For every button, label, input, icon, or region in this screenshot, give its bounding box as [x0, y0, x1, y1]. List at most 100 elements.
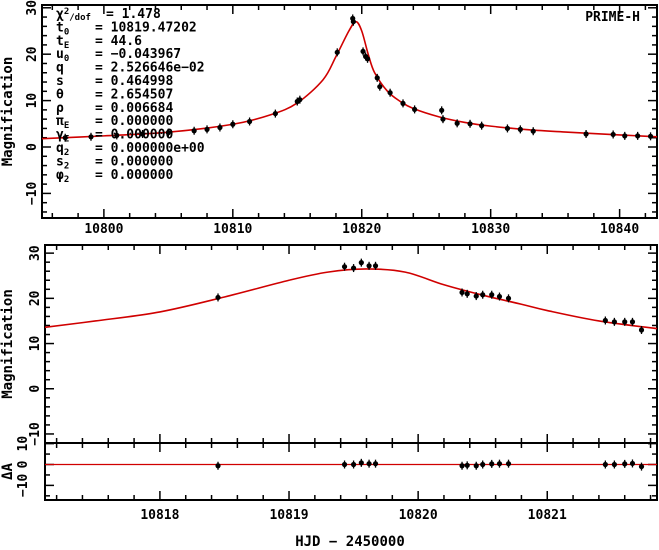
- data-point: [610, 131, 616, 138]
- data-point: [647, 133, 654, 139]
- plot-frame: [44, 244, 658, 444]
- data-point: [297, 97, 303, 103]
- parameter-symbol: q: [56, 61, 64, 76]
- data-point: [358, 260, 364, 266]
- data-point: [272, 110, 278, 117]
- parameter-subscript: 0: [64, 54, 69, 64]
- data-point: [350, 265, 357, 271]
- parameter-subscript: 2: [64, 161, 69, 171]
- y-tick-label: 30: [25, 0, 40, 16]
- y-tick-label: 20: [25, 46, 40, 62]
- x-tick-label: 10819: [269, 508, 308, 523]
- y-tick-label: 10: [28, 336, 43, 352]
- x-tick-label: 10821: [528, 508, 567, 523]
- data-point: [412, 106, 418, 113]
- data-point: [464, 462, 470, 468]
- data-point: [377, 84, 383, 90]
- x-axis-label: HJD − 2450000: [295, 534, 405, 550]
- data-point: [366, 263, 372, 269]
- parameter-value: = 2.526646e−02: [95, 61, 205, 76]
- data-point: [629, 319, 636, 325]
- data-point: [372, 461, 379, 467]
- data-point: [459, 463, 465, 469]
- data-point: [496, 461, 503, 467]
- data-point: [467, 121, 473, 127]
- data-point: [454, 120, 460, 126]
- data-point: [372, 263, 379, 269]
- plot-area: [45, 258, 657, 334]
- data-point: [496, 293, 503, 300]
- parameter-value: = −0.043967: [95, 47, 181, 62]
- data-point: [611, 461, 617, 468]
- model-curve: [42, 20, 657, 140]
- data-point: [191, 128, 197, 134]
- data-point: [139, 131, 146, 137]
- parameter-value: = 1.478: [106, 7, 161, 22]
- parameter-value: = 0.000000: [95, 114, 173, 129]
- data-point: [611, 319, 617, 325]
- model-curve: [45, 268, 657, 330]
- parameter-subscript: 2: [64, 148, 69, 158]
- data-point: [215, 294, 221, 301]
- data-point: [230, 121, 236, 127]
- data-point: [350, 461, 357, 468]
- y-axis-label: Magnification: [0, 289, 16, 399]
- parameter-subscript: E: [64, 121, 69, 131]
- data-point: [635, 133, 641, 139]
- data-point: [246, 118, 253, 125]
- data-point: [217, 124, 223, 131]
- plot-frame: [41, 4, 658, 219]
- data-point: [366, 461, 372, 467]
- data-point: [215, 463, 221, 469]
- data-point: [358, 460, 364, 466]
- data-point: [364, 56, 371, 62]
- parameter-value: = 0.000000: [95, 168, 173, 183]
- y-tick-label: 30: [28, 245, 43, 261]
- x-tick-label: 10818: [140, 508, 179, 523]
- x-tick-label: 10800: [84, 222, 123, 237]
- x-tick-label: 10830: [471, 222, 510, 237]
- data-point: [505, 461, 512, 467]
- parameter-value: = 0.000000: [95, 154, 173, 169]
- y-tick-label: 20: [28, 290, 43, 306]
- data-point: [387, 90, 393, 96]
- data-point: [602, 317, 608, 324]
- data-point: [341, 461, 348, 468]
- data-point: [479, 123, 485, 129]
- parameter-subscript: E: [64, 135, 69, 145]
- parameter-symbol: θ: [56, 87, 64, 102]
- data-point: [374, 75, 380, 81]
- y-tick-label: −10: [28, 422, 43, 446]
- parameter-value: = 0.000000e+00: [95, 141, 205, 156]
- y-tick-label: 10: [25, 93, 40, 109]
- panel-zoomed-peak: −10 0 10 20 30 Magnification: [0, 244, 658, 446]
- data-point: [480, 292, 486, 298]
- data-point: [88, 134, 94, 140]
- parameter-value: = 0.006684: [95, 101, 173, 116]
- data-point: [114, 132, 120, 138]
- y-tick-label: −10: [16, 473, 31, 497]
- data-point: [622, 319, 628, 325]
- data-point: [473, 463, 479, 469]
- y-tick-label: 10: [16, 436, 31, 452]
- parameter-value: = 0.000000: [95, 128, 173, 143]
- data-point: [360, 48, 366, 55]
- data-point: [473, 293, 479, 299]
- panel-full-light-curve: 10800 10810 10820 10830 10840−100102030Magni…: [0, 0, 658, 237]
- data-point: [638, 463, 645, 470]
- parameter-subscript: E: [64, 41, 69, 51]
- x-tick-label: 10820: [399, 508, 438, 523]
- data-point: [504, 125, 511, 132]
- parameter-value: = 2.654507: [95, 87, 173, 102]
- y-axis-label: Magnification: [0, 57, 16, 167]
- parameter-superscript: 2: [64, 7, 69, 17]
- x-tick-label: 10810: [213, 222, 252, 237]
- plot-area: [42, 14, 657, 142]
- parameter-symbol: ρ: [56, 101, 64, 116]
- data-point: [583, 131, 589, 137]
- data-point: [464, 291, 470, 297]
- data-point: [440, 116, 446, 122]
